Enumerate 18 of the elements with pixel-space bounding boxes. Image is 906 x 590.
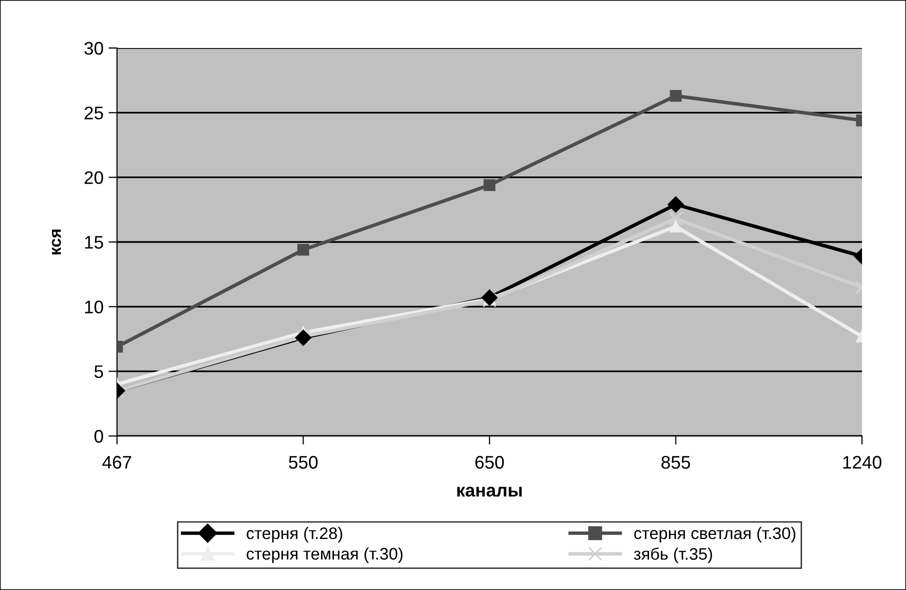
y-tick-label: 20	[84, 171, 104, 184]
y-tick-label: 15	[85, 236, 104, 249]
x-tick-label: 467	[102, 456, 132, 469]
legend-label: зябь (т.35)	[634, 547, 712, 564]
legend-label: стерня (т.28)	[246, 526, 342, 542]
x-tick-label: 855	[661, 456, 690, 469]
x-tick-label: 650	[475, 456, 504, 469]
legend-label: стерня темная (т.30)	[246, 547, 402, 564]
x-axis-title: каналы	[457, 486, 522, 497]
x-tick-label: 1240	[843, 456, 882, 469]
y-axis-title: кся	[52, 230, 61, 254]
y-tick-label: 30	[84, 42, 104, 55]
y-tick-label: 5	[94, 365, 104, 378]
y-tick-label: 25	[84, 106, 104, 120]
y-tick-label: 10	[85, 300, 104, 314]
x-tick-label: 550	[288, 456, 318, 469]
y-tick-label: 0	[94, 430, 104, 443]
legend-label: стерня светлая (т.30)	[634, 526, 796, 542]
